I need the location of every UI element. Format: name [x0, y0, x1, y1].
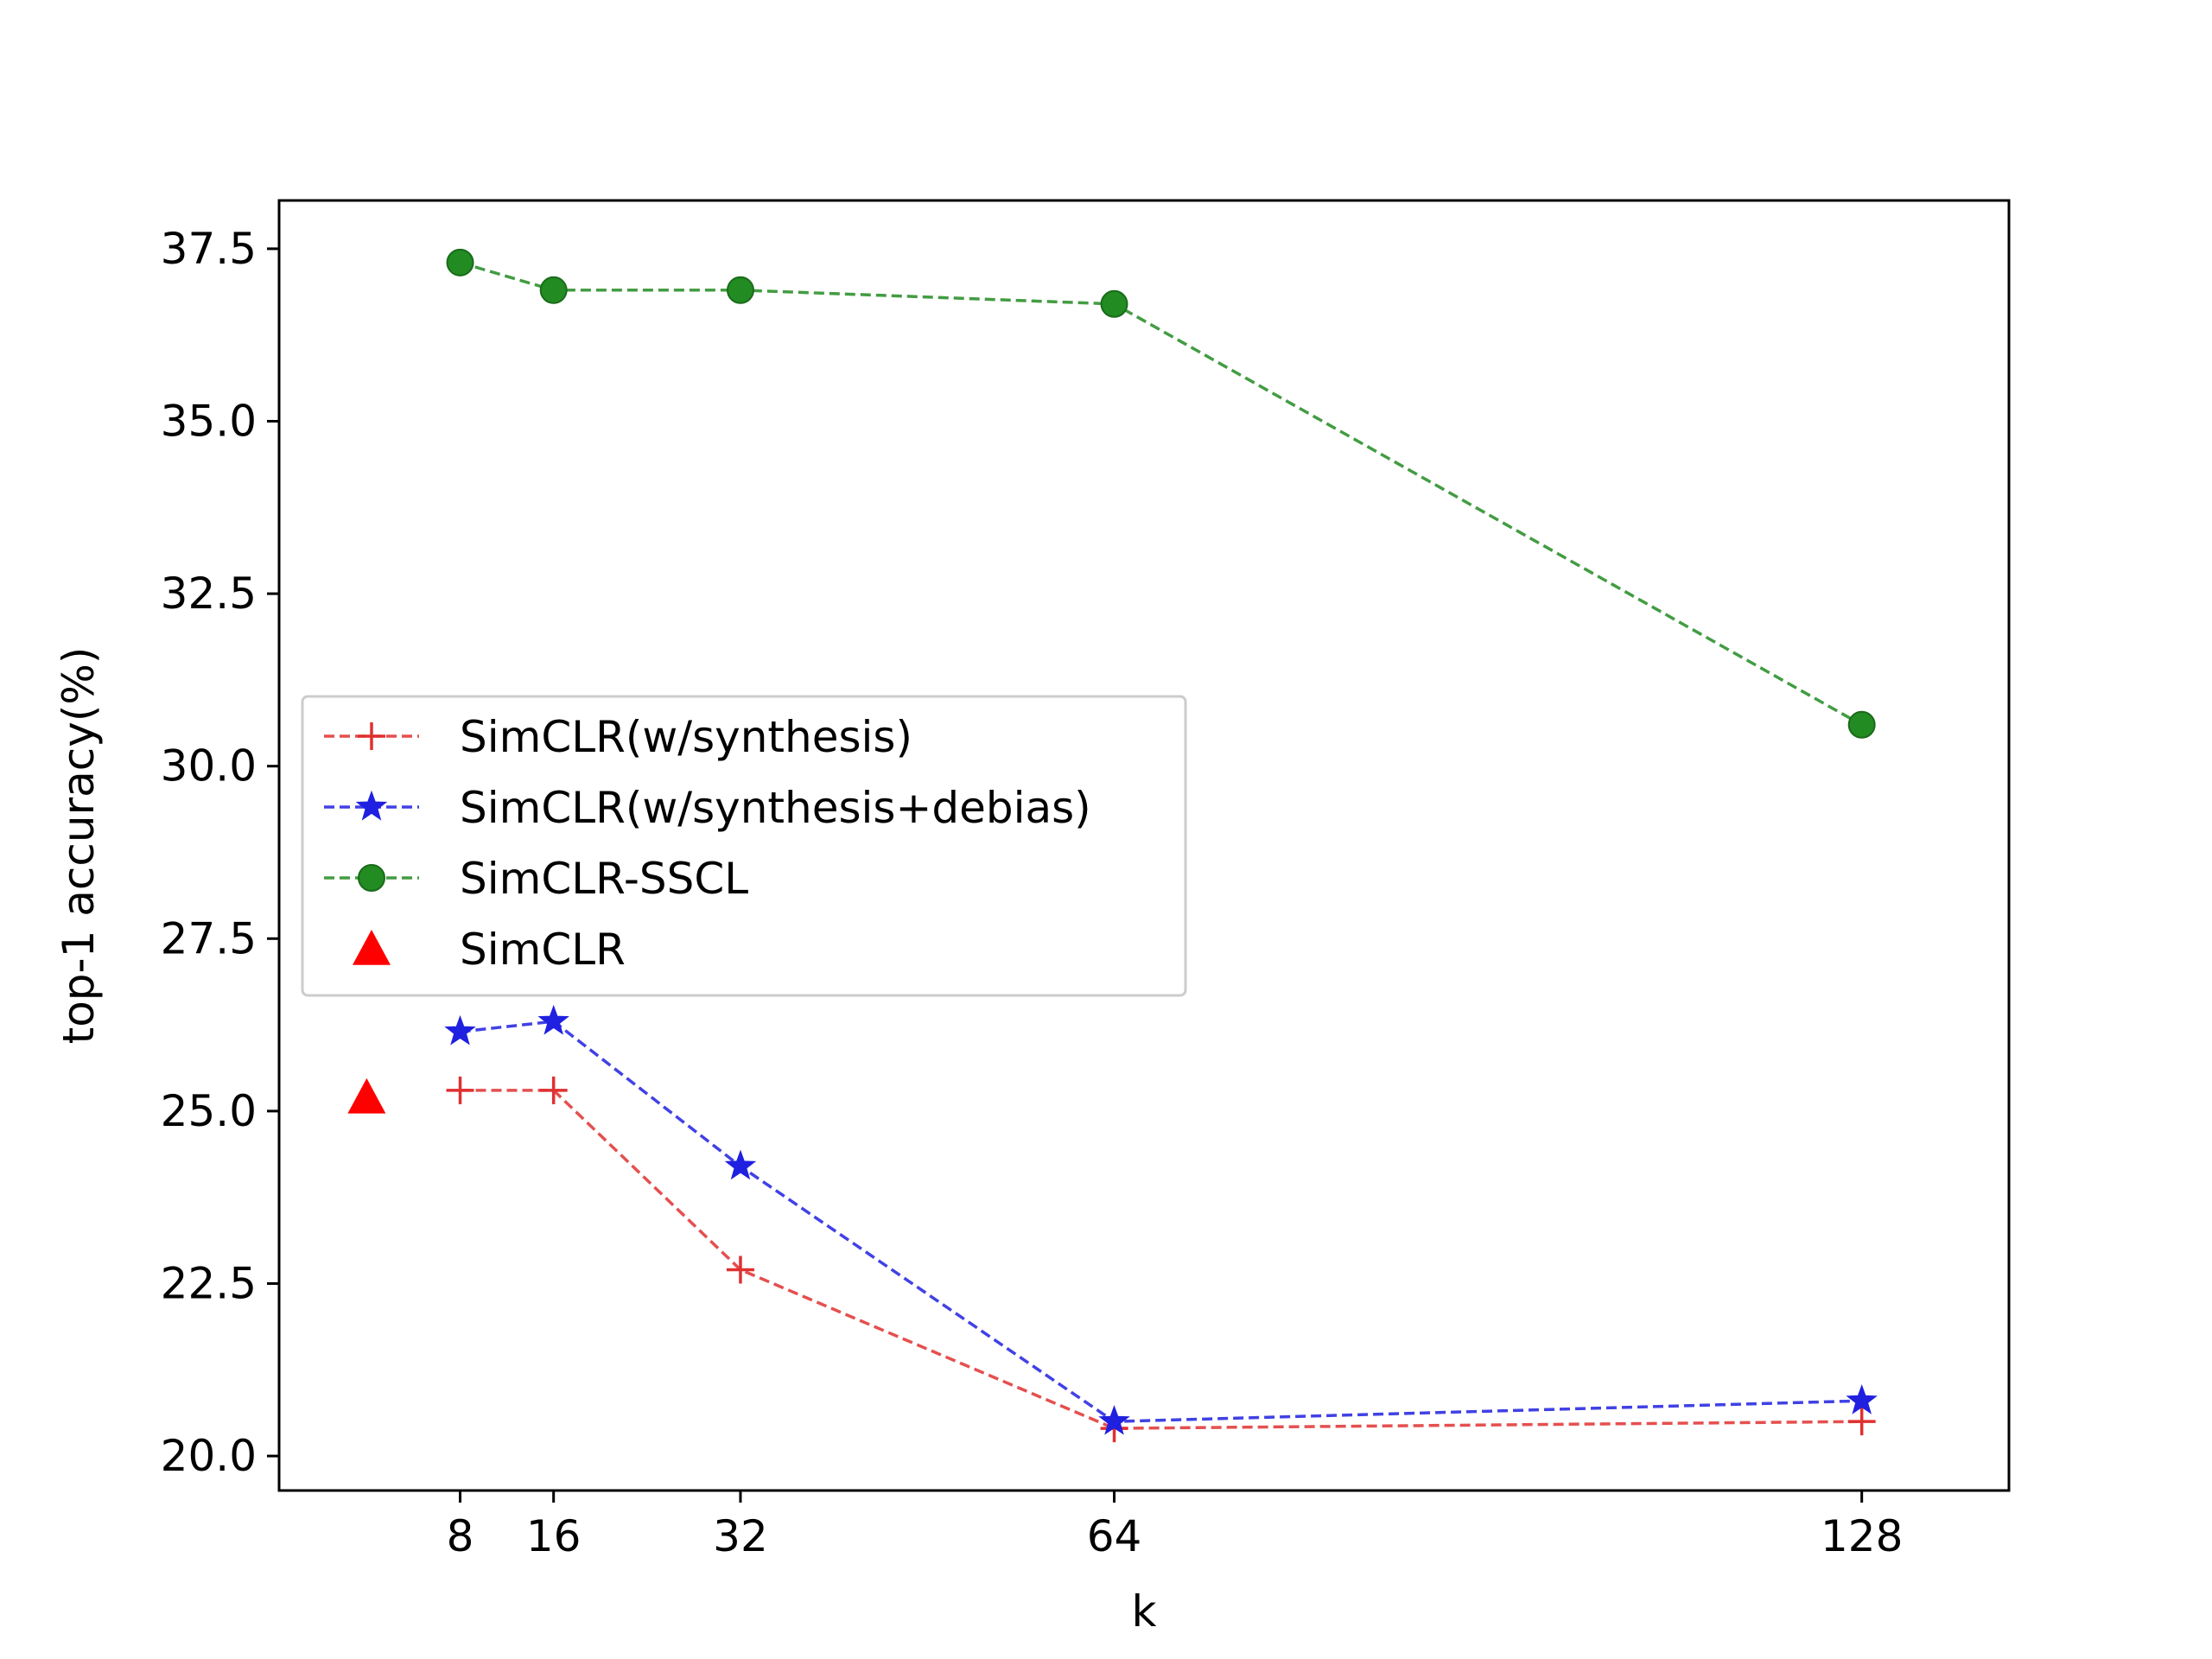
y-tick-label-0: 20.0 [161, 1431, 257, 1481]
data-point-simclr-sscl-2 [726, 276, 754, 304]
legend-box [301, 695, 1187, 997]
y-axis-label: top-1 accuracy(%) [54, 647, 104, 1045]
data-point-simclr-sscl-4 [1847, 710, 1876, 739]
data-point-simclr-w-synthesis-debias-3 [1098, 1405, 1130, 1435]
legend-entry-simclr-sscl: SimCLR-SSCL [324, 854, 748, 904]
series-line-simclr-w-synthesis [460, 1089, 1862, 1430]
legend-label-simclr-w-synthesis-debias: SimCLR(w/synthesis+debias) [460, 783, 1091, 833]
x-tick-label-3: 64 [1087, 1511, 1142, 1561]
data-point-simclr-w-synthesis-debias-0 [444, 1014, 476, 1046]
series-simclr-w-synthesis-debias [444, 1004, 1878, 1435]
y-tick-label-3: 27.5 [161, 913, 257, 963]
data-point-simclr-0 [347, 1077, 386, 1114]
data-point-simclr-sscl-3 [1100, 289, 1128, 318]
x-axis-label: k [1132, 1586, 1157, 1637]
data-point-simclr-w-synthesis-4 [1847, 1408, 1876, 1436]
data-point-simclr-sscl-0 [446, 248, 474, 276]
series-simclr [347, 1077, 386, 1114]
y-tick-label-6: 35.0 [161, 396, 257, 446]
data-point-simclr-w-synthesis-debias-1 [537, 1004, 569, 1035]
data-point-simclr-sscl-1 [539, 276, 568, 304]
data-point-simclr-w-synthesis-2 [726, 1255, 754, 1284]
data-point-simclr-w-synthesis-1 [539, 1076, 568, 1104]
legend-marker-simclr [353, 930, 391, 965]
legend-entry-simclr-w-synthesis: SimCLR(w/synthesis) [324, 712, 912, 762]
legend-marker-simclr-w-synthesis-debias [355, 790, 388, 821]
series-simclr-w-synthesis [446, 1076, 1876, 1443]
data-point-simclr-w-synthesis-0 [446, 1076, 474, 1104]
plot-frame [277, 199, 2011, 1492]
y-tick-label-5: 32.5 [161, 569, 257, 619]
legend: SimCLR(w/synthesis) SimCLR(w/synthesis+de… [301, 695, 1187, 997]
y-tick-label-4: 30.0 [161, 741, 257, 791]
y-tick-label-2: 25.0 [161, 1086, 257, 1136]
legend-label-simclr: SimCLR [460, 925, 626, 975]
y-tick-label-1: 22.5 [161, 1258, 257, 1308]
y-tick-label-7: 37.5 [161, 224, 257, 274]
x-tick-label-4: 128 [1821, 1511, 1903, 1561]
legend-entry-simclr-w-synthesis-debias: SimCLR(w/synthesis+debias) [324, 783, 1091, 833]
legend-entry-simclr: SimCLR [353, 925, 626, 975]
legend-marker-simclr-sscl [358, 864, 385, 892]
data-point-simclr-w-synthesis-debias-4 [1846, 1384, 1878, 1414]
series-layer [347, 248, 1878, 1443]
series-simclr-sscl [446, 248, 1876, 739]
axes-layer: 8 16 32 64 128 20.0 22.5 25.0 27.5 30.0 32.5 35.0 37… [161, 199, 2011, 1561]
x-tick-label-2: 32 [713, 1511, 768, 1561]
x-tick-label-1: 16 [526, 1511, 582, 1561]
legend-label-simclr-sscl: SimCLR-SSCL [460, 854, 748, 904]
data-point-simclr-w-synthesis-debias-2 [724, 1149, 757, 1180]
legend-marker-simclr-w-synthesis [358, 722, 385, 750]
legend-label-simclr-w-synthesis: SimCLR(w/synthesis) [460, 712, 912, 762]
x-tick-label-0: 8 [447, 1511, 474, 1561]
